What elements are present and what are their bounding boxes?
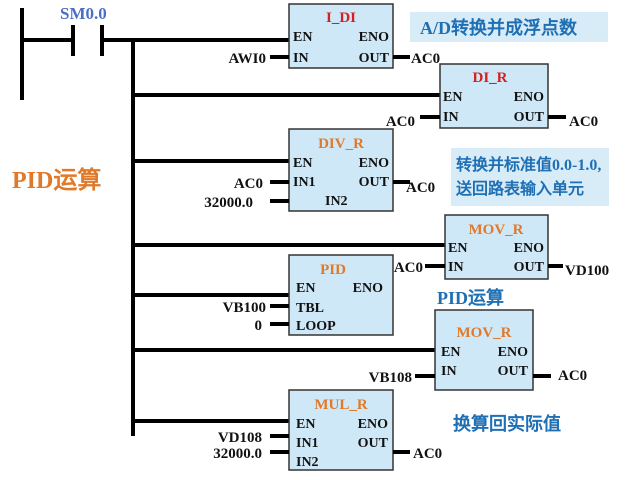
pin-in2: IN2 (325, 194, 348, 209)
pin-out: OUT (359, 51, 390, 66)
pin-out: OUT (358, 436, 389, 451)
block-div-r[interactable]: DIV_R EN ENO IN1 OUT IN2 (288, 128, 394, 212)
pin-eno: ENO (514, 90, 544, 105)
side-label: PID运算 (12, 166, 101, 194)
operand: 32000.0 (213, 446, 262, 462)
pin-in: IN (441, 364, 457, 379)
pin-eno: ENO (514, 241, 544, 256)
pin-out: OUT (359, 175, 390, 190)
contact-label: SM0.0 (60, 4, 107, 23)
pin-eno: ENO (353, 281, 383, 296)
operand: AC0 (386, 114, 415, 130)
pin-eno: ENO (359, 30, 389, 45)
block-title: PID (320, 262, 346, 278)
pin-in: IN (448, 260, 464, 275)
operand: VD108 (218, 430, 262, 446)
pin-in1: IN1 (293, 175, 316, 190)
pin-out: OUT (498, 364, 529, 379)
pin-en: EN (448, 241, 467, 256)
block-i-di[interactable]: I_DI EN ENO IN OUT (288, 3, 394, 69)
pin-in: IN (443, 110, 459, 125)
contact-sm0-0[interactable] (71, 25, 104, 56)
operand: AC0 (406, 180, 435, 196)
pin-in: IN (293, 51, 309, 66)
note-pid-calc: PID运算 (437, 287, 504, 308)
block-title: I_DI (326, 10, 356, 26)
block-title: DIV_R (318, 136, 364, 152)
operand: 0 (255, 318, 263, 334)
operand: VD100 (565, 263, 609, 279)
block-title: MOV_R (469, 222, 524, 238)
operand: VB100 (223, 300, 266, 316)
block-mov-r-1[interactable]: MOV_R EN ENO IN OUT (444, 214, 549, 280)
operand: AC0 (558, 368, 587, 384)
note-normalize-2: 送回路表输入单元 (455, 179, 584, 198)
block-mul-r[interactable]: MUL_R EN ENO IN1 OUT IN2 (288, 389, 394, 471)
operand: AC0 (569, 114, 598, 130)
pin-loop: LOOP (296, 319, 336, 334)
operand: VB108 (369, 370, 412, 386)
operand: AC0 (411, 51, 440, 67)
block-title: MUL_R (314, 397, 367, 413)
note-box (410, 12, 608, 42)
operand: AWI0 (228, 51, 266, 67)
pin-en: EN (441, 345, 460, 360)
pin-tbl: TBL (296, 301, 324, 316)
note-normalize-1: 转换并标准值0.0-1.0, (456, 155, 601, 174)
note-ad-convert: A/D转换并成浮点数 (420, 17, 578, 38)
note-convert-back: 换算回实际值 (453, 413, 561, 434)
operand: AC0 (394, 260, 423, 276)
pin-en: EN (296, 417, 315, 432)
pin-en: EN (443, 90, 462, 105)
operand: AC0 (234, 176, 263, 192)
pin-eno: ENO (358, 417, 388, 432)
operand: AC0 (413, 446, 442, 462)
note-box (451, 148, 609, 206)
pin-out: OUT (514, 110, 545, 125)
pin-en: EN (293, 30, 312, 45)
block-title: DI_R (472, 70, 507, 86)
pin-eno: ENO (359, 156, 389, 171)
pin-en: EN (296, 281, 315, 296)
block-di-r[interactable]: DI_R EN ENO IN OUT (439, 63, 549, 129)
block-mov-r-2[interactable]: MOV_R EN ENO IN OUT (434, 309, 534, 391)
operand: 32000.0 (204, 195, 253, 211)
pin-eno: ENO (498, 345, 528, 360)
pin-out: OUT (514, 260, 545, 275)
pin-en: EN (293, 156, 312, 171)
block-pid[interactable]: PID EN ENO TBL LOOP (288, 254, 394, 336)
pin-in2: IN2 (296, 455, 319, 470)
pin-in1: IN1 (296, 436, 319, 451)
block-title: MOV_R (457, 325, 512, 341)
